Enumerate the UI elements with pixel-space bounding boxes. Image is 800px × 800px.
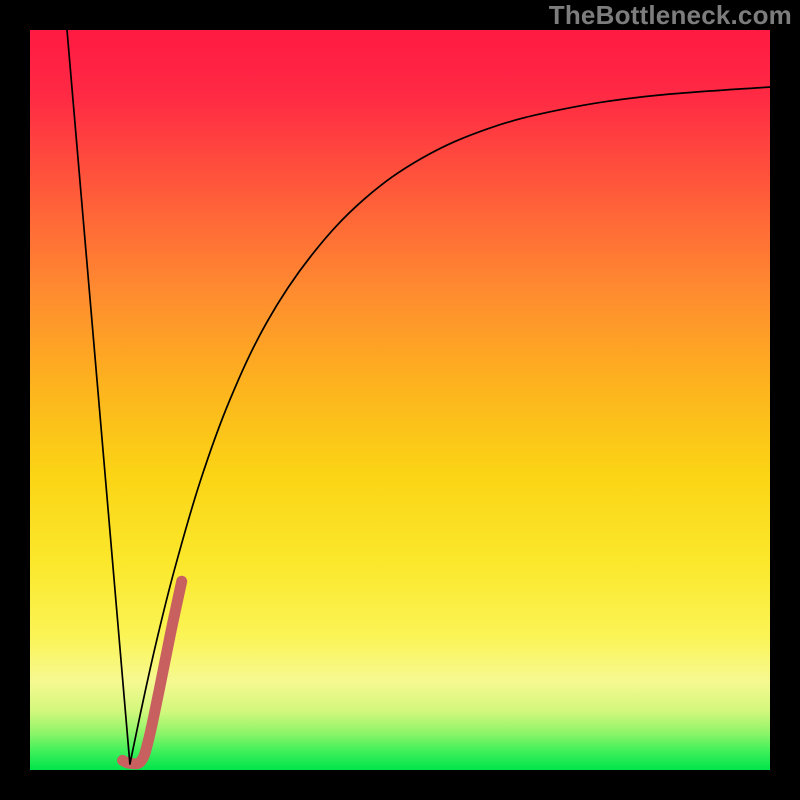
chart-svg: [0, 0, 800, 800]
plot-background: [30, 30, 770, 770]
bottleneck-chart-figure: TheBottleneck.com: [0, 0, 800, 800]
